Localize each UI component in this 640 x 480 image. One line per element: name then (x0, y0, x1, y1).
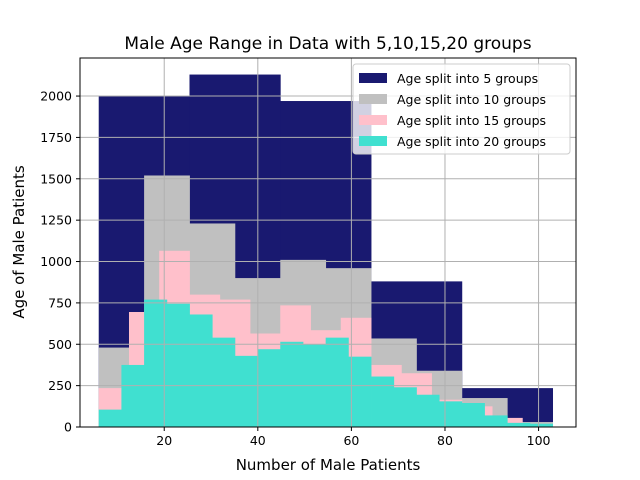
legend-swatch (359, 136, 387, 146)
y-tick-label: 1000 (40, 254, 72, 269)
bar-s4-12 (348, 356, 372, 427)
legend-label: Age split into 5 groups (397, 71, 538, 86)
legend-box (352, 63, 571, 155)
x-tick-label: 20 (156, 433, 172, 448)
y-tick-label: 500 (48, 337, 72, 352)
x-tick-label: 80 (437, 433, 453, 448)
y-tick-label: 1500 (40, 171, 72, 186)
y-tick-label: 1250 (40, 213, 72, 228)
bar-s4-6 (212, 337, 236, 427)
bar-s4-3 (144, 299, 168, 427)
x-axis-label: Number of Male Patients (236, 456, 421, 474)
bar-s4-1 (98, 409, 122, 427)
bar-s4-17 (461, 403, 485, 427)
y-tick-label: 2000 (40, 89, 72, 104)
bar-s4-7 (234, 355, 258, 427)
legend-label: Age split into 10 groups (397, 92, 546, 107)
x-tick-label: 100 (527, 433, 551, 448)
legend-swatch (359, 73, 387, 83)
legend-swatch (359, 115, 387, 125)
legend-label: Age split into 20 groups (397, 134, 546, 149)
y-axis-label: Age of Male Patients (10, 165, 28, 319)
bar-s4-15 (416, 394, 440, 427)
chart-title: Male Age Range in Data with 5,10,15,20 g… (124, 34, 531, 54)
bar-s4-14 (393, 387, 417, 427)
legend-label: Age split into 15 groups (397, 113, 546, 128)
bar-s4-20 (529, 423, 554, 427)
x-axis-ticks: 20 40 60 80 100 (156, 427, 551, 448)
bar-s4-2 (121, 364, 145, 427)
bar-s4-18 (484, 415, 508, 427)
x-tick-label: 60 (343, 433, 359, 448)
bar-s4-9 (280, 341, 304, 427)
bar-s4-5 (189, 314, 213, 427)
bar-s4-11 (325, 337, 349, 427)
bar-s4-16 (439, 401, 463, 427)
plot-frame (79, 57, 577, 428)
series-4 (98, 299, 554, 427)
x-tick-label: 40 (250, 433, 266, 448)
histogram-bars (98, 74, 554, 428)
bar-s4-8 (257, 349, 281, 427)
y-axis-ticks: 0 250 500 750 1000 1250 1500 1750 2000 (40, 89, 80, 435)
y-tick-label: 1750 (40, 130, 72, 145)
legend-swatch (359, 94, 387, 104)
legend: Age split into 5 groups Age split into 10… (352, 63, 571, 155)
bar-s4-4 (166, 303, 190, 427)
y-tick-label: 0 (64, 420, 72, 435)
bar-s4-13 (371, 376, 395, 427)
y-tick-label: 250 (48, 378, 72, 393)
bar-s4-19 (507, 422, 531, 427)
y-tick-label: 750 (48, 295, 72, 310)
